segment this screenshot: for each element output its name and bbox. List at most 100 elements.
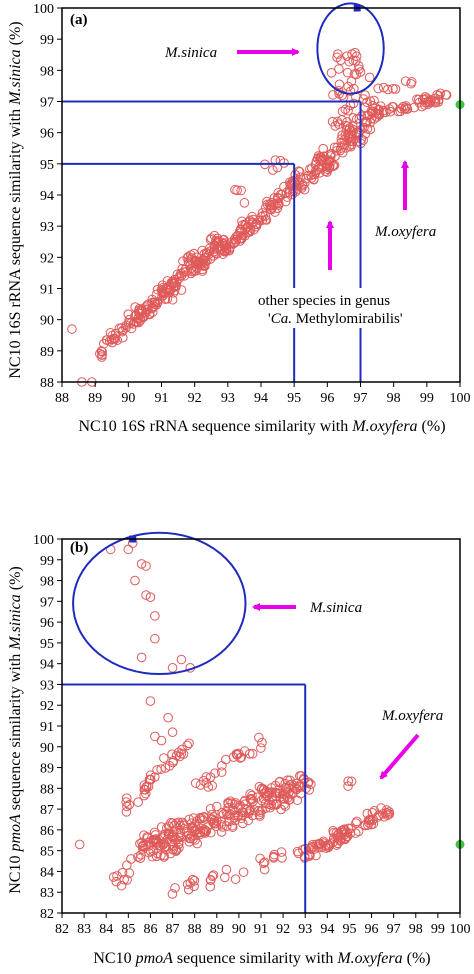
scatter-point <box>228 752 239 762</box>
y-tick-label: 85 <box>40 845 54 860</box>
scatter-point <box>186 818 197 828</box>
scatter-point <box>191 256 202 267</box>
scatter-point <box>168 840 179 851</box>
scatter-point <box>223 798 234 809</box>
x-tick-label: 85 <box>121 922 135 937</box>
scatter-point <box>140 784 151 795</box>
scatter-point <box>254 781 265 792</box>
scatter-point <box>162 294 173 304</box>
scatter-point <box>229 234 240 245</box>
scatter-point <box>205 827 216 838</box>
y-tick-label: 89 <box>40 762 54 777</box>
scatter-point <box>272 203 283 214</box>
scatter-point <box>261 215 272 225</box>
scatter-point <box>176 268 186 279</box>
scatter-point <box>230 874 241 884</box>
y-tick-label: 92 <box>40 699 54 714</box>
scatter-point <box>141 561 151 571</box>
y-tick-label: 99 <box>40 554 54 569</box>
scatter-point <box>346 126 357 136</box>
scatter-point <box>237 230 248 241</box>
panel-b-oxyfera-arrow <box>379 733 420 780</box>
panel-b-chart: 82 83 84 85 86 87 88 89 90 91 92 93 94 95 96 97 98 99 100 … <box>7 531 471 967</box>
scatter-point <box>321 159 331 170</box>
scatter-point <box>97 349 107 360</box>
scatter-point <box>150 297 160 308</box>
scatter-point <box>243 815 254 826</box>
scatter-point <box>121 807 132 817</box>
scatter-point <box>285 775 295 786</box>
x-tick-label: 91 <box>254 922 268 937</box>
scatter-point <box>161 844 172 855</box>
panel-b-plot-frame <box>61 538 461 914</box>
scatter-point <box>352 816 362 827</box>
scatter-point <box>116 880 127 891</box>
scatter-point <box>373 810 384 821</box>
scatter-point <box>237 818 248 829</box>
x-tick-label: 96 <box>320 391 334 406</box>
y-tick-label: 91 <box>40 283 54 298</box>
scatter-point <box>217 807 228 818</box>
scatter-point <box>307 163 317 174</box>
scatter-point <box>324 841 334 851</box>
y-tick-label: 93 <box>40 678 54 693</box>
scatter-point <box>221 864 232 875</box>
x-tick-label: 86 <box>143 922 157 937</box>
scatter-point <box>244 748 255 759</box>
scatter-point <box>311 156 322 167</box>
scatter-point <box>176 748 187 759</box>
x-tick-label: 92 <box>276 922 290 937</box>
panel-a-other-species-line2: 'Ca. Methylomirabilis' <box>268 311 403 327</box>
scatter-point <box>364 72 375 83</box>
scatter-point <box>220 872 230 883</box>
scatter-point <box>136 559 147 569</box>
scatter-point <box>257 737 267 748</box>
scatter-point <box>188 823 199 834</box>
scatter-point <box>182 253 193 263</box>
scatter-point <box>150 611 160 621</box>
scatter-point <box>237 216 247 227</box>
x-tick-label: 83 <box>77 922 91 937</box>
scatter-point <box>184 833 195 844</box>
scatter-point <box>282 775 293 786</box>
scatter-point <box>207 780 218 791</box>
scatter-point <box>141 590 151 600</box>
scatter-point <box>354 113 365 124</box>
scatter-point <box>198 261 209 271</box>
scatter-point <box>190 266 201 276</box>
x-tick-label: 82 <box>55 922 69 937</box>
scatter-point <box>256 743 266 753</box>
scatter-point <box>369 95 379 106</box>
scatter-point <box>334 64 344 74</box>
scatter-point <box>217 760 227 771</box>
scatter-point <box>212 801 222 812</box>
scatter-point <box>195 812 206 823</box>
scatter-point <box>299 184 310 195</box>
scatter-point <box>298 844 308 855</box>
scatter-point <box>145 774 156 785</box>
scatter-point <box>402 104 413 115</box>
y-tick-label: 96 <box>40 616 54 631</box>
scatter-point <box>372 112 382 122</box>
scatter-point <box>236 185 246 196</box>
panel-b-threshold-lines <box>62 683 307 913</box>
y-tick-label: 97 <box>40 96 54 111</box>
scatter-point <box>290 169 301 180</box>
scatter-point <box>205 881 216 892</box>
scatter-point <box>209 818 219 829</box>
panel-a-y-ticks: 88 89 90 91 92 93 94 95 96 97 98 99 100 <box>33 2 62 391</box>
scatter-point <box>199 827 210 837</box>
scatter-point <box>355 67 366 77</box>
scatter-point <box>229 238 239 249</box>
scatter-point <box>141 839 151 850</box>
panel-a-threshold-lines <box>62 100 362 382</box>
scatter-point <box>301 173 312 184</box>
scatter-point <box>340 104 351 115</box>
scatter-point <box>136 652 147 663</box>
x-tick-label: 100 <box>450 922 471 937</box>
scatter-point <box>151 851 162 862</box>
scatter-point <box>189 875 200 886</box>
scatter-point <box>122 860 132 871</box>
scatter-point <box>266 783 277 793</box>
x-tick-label: 88 <box>55 391 69 406</box>
